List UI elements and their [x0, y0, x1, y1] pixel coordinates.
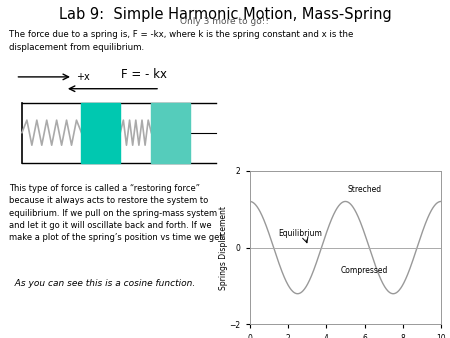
Text: F = - kx: F = - kx — [121, 68, 167, 81]
Text: Lab 9:  Simple Harmonic Motion, Mass-Spring: Lab 9: Simple Harmonic Motion, Mass-Spri… — [58, 7, 392, 22]
Text: As you can see this is a cosine function.: As you can see this is a cosine function… — [9, 279, 195, 288]
Text: This type of force is called a “restoring force”
because it always acts to resto: This type of force is called a “restorin… — [9, 184, 225, 242]
Text: The force due to a spring is, F = -kx, where k is the spring constant and x is t: The force due to a spring is, F = -kx, w… — [9, 30, 353, 52]
Text: Only 3 more to go!!: Only 3 more to go!! — [180, 17, 270, 26]
Text: Compressed: Compressed — [341, 266, 388, 274]
Y-axis label: Springs Displacement: Springs Displacement — [219, 206, 228, 290]
Text: Equilibrium: Equilibrium — [279, 229, 322, 238]
Text: Streched: Streched — [347, 185, 382, 194]
Bar — [81, 103, 120, 163]
Text: +x: +x — [76, 72, 90, 82]
Bar — [151, 103, 190, 163]
